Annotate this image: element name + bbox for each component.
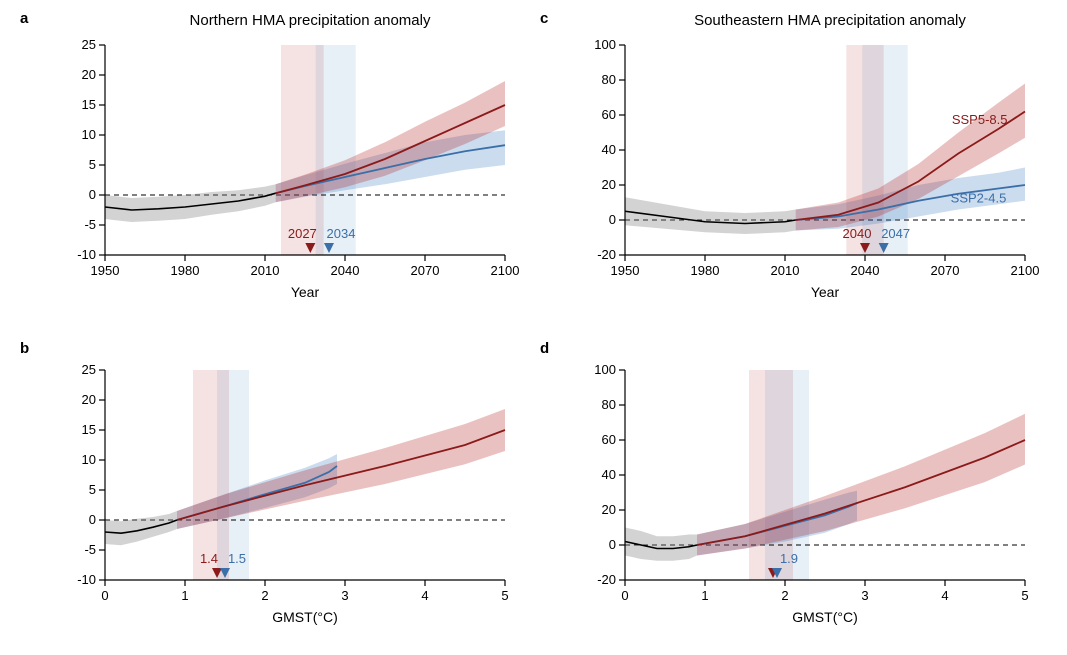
- y-tick-label: -10: [77, 247, 96, 262]
- panel-b-chart: -10 -5 0 5 10 15 20 25 0 1 2 3 4 5 GMST(°C) 1.4 1.5: [55, 360, 525, 650]
- y-tick-label: 5: [89, 482, 96, 497]
- x-tick-label: 4: [421, 588, 428, 603]
- x-tick-label: 5: [1021, 588, 1028, 603]
- ssp245-marker-label: 1.5: [228, 551, 246, 566]
- x-tick-label: 2: [261, 588, 268, 603]
- ssp585-marker-label: 2040: [843, 226, 872, 241]
- x-tick-label: 1950: [91, 263, 120, 278]
- ssp585-marker-label: 1.4: [200, 551, 218, 566]
- panel-d-label: d: [540, 340, 549, 357]
- y-tick-label: 10: [82, 127, 96, 142]
- historical-band: [105, 184, 276, 222]
- x-tick-label: 2070: [411, 263, 440, 278]
- x-tick-label: 3: [861, 588, 868, 603]
- y-tick-label: -20: [597, 572, 616, 587]
- y-tick-label: 15: [82, 422, 96, 437]
- y-tick-label: -5: [84, 217, 96, 232]
- historical-band: [105, 511, 177, 545]
- panel-c-chart: -20020406080100195019802010204020702100Y…: [575, 35, 1045, 325]
- y-tick-label: -5: [84, 542, 96, 557]
- y-tick-label: 100: [594, 362, 616, 377]
- x-tick-label: 0: [621, 588, 628, 603]
- ssp245-marker-label: 2047: [881, 226, 910, 241]
- x-tick-label: 2010: [771, 263, 800, 278]
- x-tick-label: 2040: [851, 263, 880, 278]
- y-tick-label: 100: [594, 37, 616, 52]
- x-tick-label: 0: [101, 588, 108, 603]
- y-tick-label: 0: [609, 212, 616, 227]
- y-tick-label: 20: [602, 177, 616, 192]
- x-tick-label: 3: [341, 588, 348, 603]
- ssp245-marker-label: 2034: [327, 226, 356, 241]
- emergence-band-ssp245: [217, 370, 249, 580]
- panel-a-chart: -10 -5 0 5 10 15 20 25 1950 1980 2010 2040 2070 2100 Y…: [55, 35, 525, 325]
- x-axis-label: GMST(°C): [272, 609, 337, 625]
- y-tick-label: 20: [82, 392, 96, 407]
- emergence-band-ssp245: [765, 370, 809, 580]
- ssp585-marker-label: 2027: [288, 226, 317, 241]
- y-tick-label: 60: [602, 432, 616, 447]
- y-tick-label: 15: [82, 97, 96, 112]
- y-tick-label: 0: [89, 512, 96, 527]
- y-tick-label: 20: [602, 502, 616, 517]
- panel-c-title: Southeastern HMA precipitation anomaly: [640, 12, 1020, 29]
- x-axis-label: Year: [291, 284, 320, 300]
- x-tick-label: 1980: [171, 263, 200, 278]
- x-tick-label: 2: [781, 588, 788, 603]
- x-tick-label: 2100: [1011, 263, 1040, 278]
- panel-b-label: b: [20, 340, 29, 357]
- y-tick-label: 25: [82, 37, 96, 52]
- x-tick-label: 1: [181, 588, 188, 603]
- y-tick-label: 0: [609, 537, 616, 552]
- series-label-ssp245: SSP2-4.5: [951, 191, 1007, 206]
- y-tick-label: 5: [89, 157, 96, 172]
- x-tick-label: 2070: [931, 263, 960, 278]
- y-tick-label: 80: [602, 72, 616, 87]
- y-tick-label: 10: [82, 452, 96, 467]
- emergence-band-ssp245: [316, 45, 356, 255]
- panel-a-label: a: [20, 10, 28, 27]
- ssp245-marker-label: 1.9: [780, 551, 798, 566]
- x-tick-label: 4: [941, 588, 948, 603]
- y-tick-label: 0: [89, 187, 96, 202]
- historical-band: [625, 197, 796, 234]
- x-tick-label: 1950: [611, 263, 640, 278]
- y-tick-label: 20: [82, 67, 96, 82]
- x-tick-label: 1980: [691, 263, 720, 278]
- y-tick-label: 40: [602, 142, 616, 157]
- x-tick-label: 2010: [251, 263, 280, 278]
- figure-root: a b c d Northern HMA precipitation anoma…: [0, 0, 1067, 655]
- y-tick-label: 40: [602, 467, 616, 482]
- x-tick-label: 2040: [331, 263, 360, 278]
- x-tick-label: 1: [701, 588, 708, 603]
- x-tick-label: 5: [501, 588, 508, 603]
- x-axis-label: Year: [811, 284, 840, 300]
- y-tick-label: 80: [602, 397, 616, 412]
- panel-d-chart: -20 0 20 40 60 80 100 0 1 2 3 4 5 GMST(°C) 1.9: [575, 360, 1045, 650]
- ssp585-band: [697, 414, 1025, 556]
- panel-c-label: c: [540, 10, 548, 27]
- y-tick-label: -20: [597, 247, 616, 262]
- x-axis-label: GMST(°C): [792, 609, 857, 625]
- y-tick-label: 60: [602, 107, 616, 122]
- panel-a-title: Northern HMA precipitation anomaly: [120, 12, 500, 29]
- y-tick-label: 25: [82, 362, 96, 377]
- x-tick-label: 2100: [491, 263, 520, 278]
- series-label-ssp585: SSP5-8.5: [952, 112, 1008, 127]
- y-tick-label: -10: [77, 572, 96, 587]
